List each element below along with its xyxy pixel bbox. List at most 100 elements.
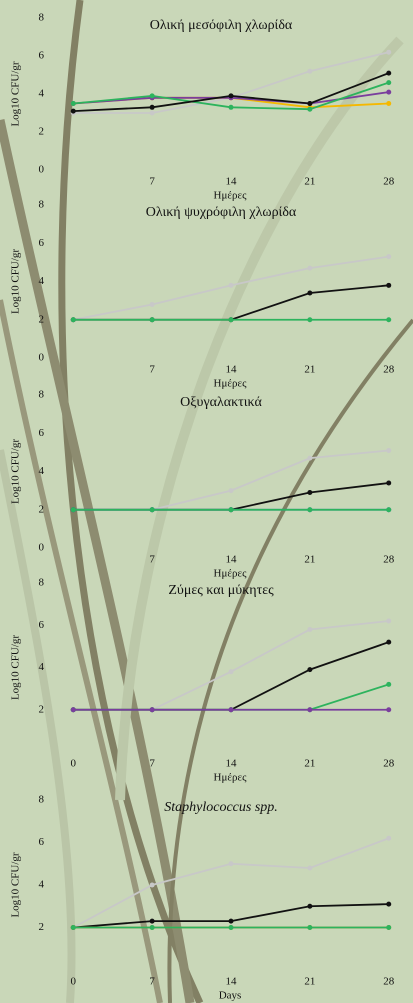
point xyxy=(307,317,312,322)
y-tick-label: 8 xyxy=(39,199,45,211)
y-tick-label: 4 xyxy=(39,465,45,477)
y-axis-label: Log10 CFU/gr xyxy=(10,635,22,700)
x-axis-label: Ημέρες xyxy=(214,568,248,580)
point xyxy=(71,925,76,930)
chart-title: Staphylococcus spp. xyxy=(164,800,278,815)
y-axis-label: Log10 CFU/gr xyxy=(10,61,22,126)
chart-title: Ζύμες και μύκητες xyxy=(168,583,274,598)
point xyxy=(307,507,312,512)
point xyxy=(307,101,312,106)
point xyxy=(386,254,391,259)
point xyxy=(386,283,391,288)
point xyxy=(229,488,234,493)
x-axis-label: Ημέρες xyxy=(214,190,248,202)
point xyxy=(307,627,312,632)
y-tick-label: 8 xyxy=(39,794,45,806)
chart-title: Ολική μεσόφιλη χλωρίδα xyxy=(150,18,293,33)
y-axis-label: Log10 CFU/gr xyxy=(10,439,22,504)
x-tick-label: 7 xyxy=(149,176,155,188)
point xyxy=(386,448,391,453)
point xyxy=(307,667,312,672)
point xyxy=(386,836,391,841)
point xyxy=(307,904,312,909)
point xyxy=(150,883,155,888)
point xyxy=(307,866,312,871)
point xyxy=(71,707,76,712)
point xyxy=(71,109,76,114)
y-tick-label: 0 xyxy=(39,542,45,554)
x-tick-label: 7 xyxy=(149,554,155,566)
point xyxy=(150,925,155,930)
point xyxy=(150,302,155,307)
y-tick-label: 4 xyxy=(39,88,45,100)
point xyxy=(229,919,234,924)
y-tick-label: 4 xyxy=(39,661,45,673)
x-tick-label: 7 xyxy=(149,758,155,770)
x-axis-label: Ημέρες xyxy=(214,378,248,390)
y-tick-label: 0 xyxy=(39,352,45,364)
point xyxy=(307,456,312,461)
figure: Ολική μεσόφιλη χλωρίδα Log10 CFU/gr Ημέρες… xyxy=(0,0,413,1003)
point xyxy=(386,317,391,322)
point xyxy=(229,105,234,110)
point xyxy=(150,105,155,110)
x-tick-label: 0 xyxy=(71,976,77,988)
point xyxy=(386,707,391,712)
point xyxy=(229,93,234,98)
point xyxy=(229,669,234,674)
x-tick-label: 0 xyxy=(71,758,77,770)
x-tick-label: 21 xyxy=(304,176,315,188)
x-tick-label: 28 xyxy=(383,176,395,188)
point xyxy=(229,707,234,712)
y-tick-label: 2 xyxy=(39,921,45,933)
point xyxy=(71,101,76,106)
y-tick-label: 4 xyxy=(39,275,45,287)
point xyxy=(229,317,234,322)
point xyxy=(150,93,155,98)
point xyxy=(386,101,391,106)
x-tick-label: 21 xyxy=(304,758,315,770)
y-tick-label: 6 xyxy=(39,427,45,439)
point xyxy=(307,266,312,271)
point xyxy=(307,925,312,930)
point xyxy=(386,50,391,55)
point xyxy=(386,80,391,85)
y-tick-label: 0 xyxy=(39,164,45,176)
y-tick-label: 8 xyxy=(39,577,45,589)
point xyxy=(229,507,234,512)
y-tick-label: 6 xyxy=(39,237,45,249)
point xyxy=(150,507,155,512)
x-tick-label: 28 xyxy=(383,554,395,566)
x-tick-label: 28 xyxy=(383,976,395,988)
y-tick-label: 8 xyxy=(39,12,45,24)
chart-title: Ολική ψυχρόφιλη χλωρίδα xyxy=(146,205,297,220)
y-axis-label: Log10 CFU/gr xyxy=(10,249,22,314)
x-tick-label: 21 xyxy=(304,364,315,376)
point xyxy=(386,619,391,624)
point xyxy=(150,919,155,924)
y-tick-label: 2 xyxy=(39,126,45,138)
point xyxy=(386,925,391,930)
y-tick-label: 2 xyxy=(39,313,45,325)
point xyxy=(386,640,391,645)
y-tick-label: 2 xyxy=(39,703,45,715)
point xyxy=(229,925,234,930)
point xyxy=(71,317,76,322)
point xyxy=(307,707,312,712)
chart-title: Οξυγαλακτικά xyxy=(180,395,262,410)
y-axis-label: Log10 CFU/gr xyxy=(10,852,22,917)
x-tick-label: 28 xyxy=(383,364,395,376)
x-tick-label: 14 xyxy=(226,758,238,770)
point xyxy=(150,111,155,116)
point xyxy=(71,507,76,512)
point xyxy=(307,490,312,495)
point xyxy=(386,682,391,687)
x-tick-label: 21 xyxy=(304,976,315,988)
point xyxy=(229,283,234,288)
point xyxy=(229,861,234,866)
y-tick-label: 2 xyxy=(39,503,45,515)
x-tick-label: 14 xyxy=(226,364,238,376)
point xyxy=(386,71,391,76)
point xyxy=(386,90,391,95)
x-tick-label: 14 xyxy=(226,176,238,188)
